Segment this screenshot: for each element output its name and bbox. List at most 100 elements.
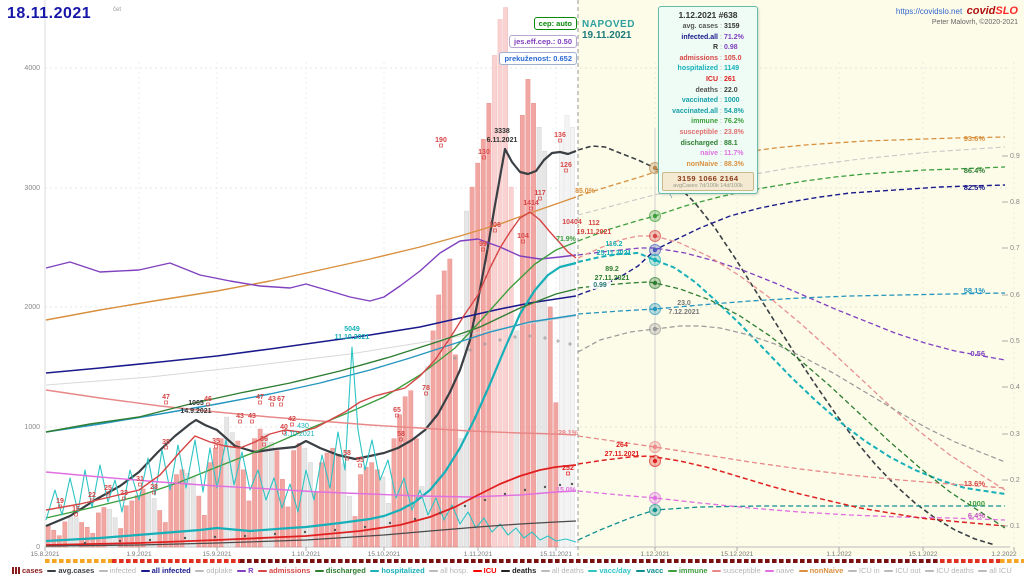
deaths-dot bbox=[303, 530, 307, 534]
legend-item-discharged[interactable]: discharged bbox=[314, 566, 366, 575]
daily-cases-bar bbox=[280, 479, 285, 548]
legend-item-immune[interactable]: immune bbox=[667, 566, 708, 575]
all ICU-legend-swatch bbox=[978, 569, 988, 572]
forecast-end-label: 1000 bbox=[968, 499, 985, 508]
vaccination-mode-chip[interactable]: cep: auto bbox=[533, 17, 577, 30]
restriction-strip-dash bbox=[548, 559, 553, 563]
legend-label: discharged bbox=[325, 566, 366, 575]
daily-cases-bar bbox=[135, 495, 140, 548]
all deaths-legend-swatch bbox=[540, 569, 550, 572]
restriction-strip-dash bbox=[52, 559, 57, 563]
left-axis-tick: 4000 bbox=[24, 65, 40, 72]
restriction-strip-dash bbox=[716, 559, 721, 563]
legend-item-vacc[interactable]: vacc bbox=[635, 566, 663, 575]
site-url-link[interactable]: https://covidslo.net bbox=[895, 7, 963, 16]
forecast-marker-dot bbox=[652, 280, 658, 286]
data-label: 67 bbox=[277, 396, 285, 403]
data-label: 16 bbox=[72, 506, 80, 513]
data-label: 27.11.2021 bbox=[605, 451, 640, 458]
legend-label: all ICU bbox=[989, 566, 1012, 575]
legend-item-deaths[interactable]: deaths bbox=[501, 566, 536, 575]
legend-item-naive[interactable]: naive bbox=[765, 566, 794, 575]
vacc/day-legend-swatch bbox=[588, 569, 598, 572]
daily-cases-bar bbox=[358, 474, 363, 548]
restriction-strip-dash bbox=[478, 559, 483, 563]
legend-item-all-icu[interactable]: all ICU bbox=[978, 566, 1012, 575]
series-vacc-forecast bbox=[577, 505, 1005, 541]
legend-item-all-hosp-[interactable]: all hosp. bbox=[429, 566, 468, 575]
deaths-dot bbox=[243, 534, 247, 538]
daily-cases-bar bbox=[307, 462, 313, 548]
data-label: 58 bbox=[397, 431, 405, 438]
data-label-marker bbox=[279, 402, 283, 407]
daily-cases-bar bbox=[179, 469, 185, 548]
legend-item-avg-cases[interactable]: avg.cases bbox=[47, 566, 94, 575]
legend-item-all-infected[interactable]: all infected bbox=[140, 566, 191, 575]
data-label: 14.9.2021 bbox=[180, 408, 211, 415]
susceptible-legend-swatch bbox=[712, 569, 722, 572]
legend-item-r[interactable]: R bbox=[237, 566, 253, 575]
restriction-strip-dash bbox=[1007, 559, 1012, 563]
data-label-marker bbox=[164, 445, 168, 450]
restriction-strip-dash bbox=[555, 559, 560, 563]
restriction-strip-dash bbox=[639, 559, 644, 563]
current-date: 18.11.2021 bbox=[7, 5, 92, 22]
restriction-strip-dash bbox=[240, 559, 245, 563]
legend-item-icu[interactable]: ICU bbox=[472, 566, 497, 575]
restriction-strip-dash bbox=[296, 559, 301, 563]
deaths-dot bbox=[118, 539, 122, 543]
data-label-marker bbox=[58, 504, 62, 509]
legend-item-infected[interactable]: infected bbox=[98, 566, 136, 575]
restriction-strip-dash bbox=[261, 559, 266, 563]
legend-item-all-deaths[interactable]: all deaths bbox=[540, 566, 584, 575]
deaths-dot bbox=[543, 485, 547, 489]
legend-item-vacc-day[interactable]: vacc/day bbox=[588, 566, 631, 575]
seroprevalence-chip[interactable]: prekuženost: 0.652 bbox=[499, 52, 577, 65]
restriction-strip-dash bbox=[317, 559, 322, 563]
daily-cases-bar bbox=[224, 416, 230, 548]
data-label-marker bbox=[74, 512, 78, 517]
legend-item-icu-in[interactable]: ICU in bbox=[847, 566, 880, 575]
data-label: 28 bbox=[150, 484, 158, 491]
legend-item-icu-deaths[interactable]: ICU deaths bbox=[925, 566, 974, 575]
daily-cases-bar bbox=[274, 450, 280, 548]
restriction-strip-dash bbox=[108, 559, 113, 563]
legend-item-hospitalized[interactable]: hospitalized bbox=[370, 566, 425, 575]
restriction-strip-dash bbox=[849, 559, 854, 563]
data-label: 35 bbox=[162, 439, 170, 446]
daily-cases-bar bbox=[531, 103, 536, 548]
forecast-marker-ring bbox=[649, 323, 661, 335]
data-label: 65 bbox=[393, 407, 401, 414]
series-r-value-forecast bbox=[577, 247, 1006, 361]
legend-item-odplake[interactable]: odplake bbox=[195, 566, 233, 575]
data-label-marker bbox=[399, 437, 403, 442]
legend-item-admissions[interactable]: admissions bbox=[258, 566, 310, 575]
nonNaive-legend-swatch bbox=[798, 569, 808, 572]
data-label: 5049 bbox=[344, 326, 360, 333]
restriction-strip-dash bbox=[674, 559, 679, 563]
autumn-vacc-efficiency-chip[interactable]: jes.eff.cep.: 0.50 bbox=[509, 35, 577, 48]
series-discharged-forecast bbox=[577, 281, 1006, 529]
daily-cases-bar bbox=[84, 526, 90, 548]
data-label: 43 bbox=[248, 413, 256, 420]
forecast-marker-ring bbox=[649, 244, 661, 256]
daily-cases-bar bbox=[413, 438, 419, 548]
restriction-strip-dash bbox=[380, 559, 385, 563]
daily-cases-bar bbox=[486, 103, 492, 548]
x-axis-tick: 15.1.2022 bbox=[909, 551, 938, 558]
legend-item-susceptible[interactable]: susceptible bbox=[712, 566, 761, 575]
legend-item-nonnaive[interactable]: nonNaive bbox=[798, 566, 843, 575]
series-all-infected bbox=[45, 295, 577, 374]
legend-label: all infected bbox=[151, 566, 191, 575]
legend-item-icu-out[interactable]: ICU out bbox=[884, 566, 921, 575]
forecast-end-label: 6.4% bbox=[968, 511, 985, 520]
data-label-marker bbox=[206, 402, 210, 407]
daily-cases-bar bbox=[235, 440, 241, 548]
restriction-strip-dash bbox=[310, 559, 315, 563]
daily-cases-bar bbox=[464, 210, 469, 548]
legend-item-cases[interactable]: cases bbox=[12, 566, 43, 575]
right-axis-tick: 0.9 bbox=[1010, 153, 1020, 160]
restriction-strip-dash bbox=[919, 559, 924, 563]
daily-cases-bar bbox=[408, 390, 414, 548]
data-label: 58 bbox=[343, 450, 351, 457]
